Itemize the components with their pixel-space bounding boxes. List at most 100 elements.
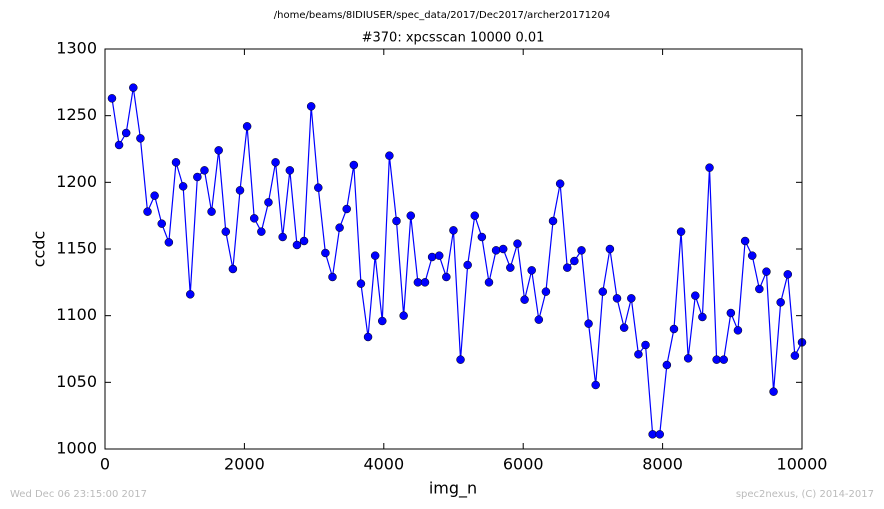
data-point (257, 227, 266, 236)
data-point (456, 355, 465, 364)
data-point (534, 315, 544, 324)
data-point (691, 291, 700, 300)
data-point (342, 204, 351, 214)
footer-left: Wed Dec 06 23:15:00 2017 (10, 489, 147, 500)
data-point (698, 312, 707, 322)
data-point (228, 264, 238, 274)
data-point (520, 295, 529, 304)
data-point (392, 216, 401, 226)
data-point (406, 211, 416, 220)
data-point (363, 332, 373, 342)
data-point (185, 290, 195, 299)
data-point (598, 287, 608, 296)
data-point (548, 216, 558, 226)
data-point (207, 207, 216, 216)
data-point (356, 279, 366, 288)
data-point (306, 102, 316, 111)
data-point (527, 266, 536, 275)
y-tick-label: 1200 (56, 172, 97, 191)
data-point (747, 251, 757, 260)
data-point (570, 256, 579, 266)
data-point (413, 278, 423, 287)
data-point (235, 186, 245, 195)
data-point (370, 251, 380, 260)
data-point (506, 263, 515, 272)
data-point (498, 244, 508, 254)
data-point (726, 308, 736, 318)
data-point (321, 248, 330, 258)
data-point (249, 214, 259, 223)
data-point (378, 316, 387, 326)
x-tick-label: 0 (100, 455, 110, 474)
y-tick-label: 1250 (56, 105, 97, 124)
data-point (114, 140, 124, 150)
y-tick-label: 1000 (56, 439, 97, 458)
chart-title: #370: xpcsscan 10000 0.01 (362, 31, 545, 46)
data-point (107, 94, 117, 103)
data-point (755, 284, 764, 294)
data-point (584, 319, 593, 328)
data-point (299, 236, 309, 246)
data-point (242, 122, 252, 131)
data-point (605, 244, 615, 254)
data-point (577, 246, 586, 255)
series-line (111, 87, 803, 435)
data-point (591, 380, 600, 390)
x-tick-label: 8000 (642, 455, 683, 474)
data-point (463, 260, 472, 270)
data-point (292, 240, 302, 250)
x-axis-label: img_n (429, 479, 477, 499)
data-point (555, 179, 565, 188)
data-point (178, 182, 188, 191)
data-point (762, 267, 771, 276)
data-point (612, 294, 622, 303)
y-axis-label: ccdc (30, 231, 49, 268)
data-point (136, 134, 145, 143)
x-tick-label: 4000 (363, 455, 404, 474)
data-point (648, 430, 657, 439)
data-point (477, 232, 487, 242)
data-point (221, 227, 231, 236)
data-point (655, 430, 664, 439)
data-point (619, 323, 629, 332)
data-point (783, 270, 793, 279)
y-tick-label: 1300 (56, 39, 97, 58)
data-point (662, 360, 672, 370)
data-point (676, 227, 686, 236)
header: /home/beams/8IDIUSER/spec_data/2017/Dec2… (274, 10, 610, 21)
x-tick-label: 6000 (503, 455, 544, 474)
y-tick-label: 1150 (56, 239, 97, 258)
data-point (121, 128, 131, 138)
y-tick-label: 1050 (56, 372, 97, 391)
data-point (328, 272, 337, 282)
data-point (683, 354, 693, 363)
data-point (335, 223, 344, 232)
data-point (669, 324, 679, 334)
data-point (769, 387, 778, 396)
data-point (740, 236, 750, 246)
data-point (278, 232, 287, 242)
data-point (513, 239, 522, 248)
data-point (719, 355, 728, 364)
data-point (385, 151, 394, 160)
plot-frame (104, 48, 803, 450)
data-point (449, 226, 458, 235)
data-point (193, 172, 202, 182)
data-point (214, 146, 223, 155)
data-point (776, 298, 785, 307)
data-point (164, 238, 174, 247)
data-point (470, 211, 480, 220)
data-point (484, 278, 494, 287)
data-point (541, 287, 551, 296)
data-point (434, 251, 444, 260)
x-tick-label: 2000 (224, 455, 265, 474)
data-point (420, 278, 430, 287)
data-point (129, 83, 138, 92)
data-point (634, 350, 643, 359)
data-point (171, 158, 181, 167)
data-point (285, 166, 295, 175)
data-point (627, 294, 636, 303)
data-point (733, 326, 743, 335)
data-point (314, 183, 323, 192)
